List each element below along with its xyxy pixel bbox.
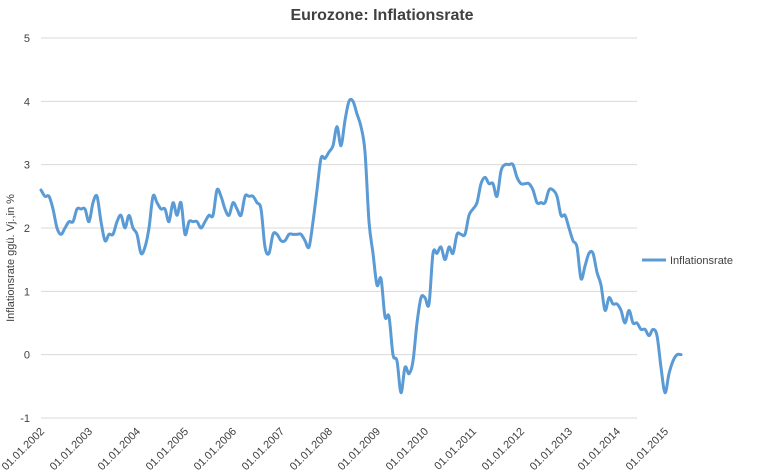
x-tick-label: 01.01.2008 bbox=[288, 426, 335, 473]
x-axis-tick-labels: 01.01.2002 01.01.2003 01.01.2004 01.01.2005… bbox=[0, 426, 671, 473]
legend: Inflationsrate bbox=[642, 255, 733, 267]
y-tick-label: 4 bbox=[24, 96, 30, 108]
x-tick-label: 01.01.2010 bbox=[384, 426, 431, 473]
x-tick-label: 01.01.2012 bbox=[480, 426, 527, 473]
series-group bbox=[39, 97, 683, 395]
x-tick-label: 01.01.2005 bbox=[144, 426, 191, 473]
y-tick-label: 2 bbox=[24, 223, 30, 235]
x-tick-label: 01.01.2003 bbox=[48, 426, 95, 473]
y-tick-label: 1 bbox=[24, 286, 30, 298]
y-tick-label: 3 bbox=[24, 160, 30, 172]
x-tick-label: 01.01.2011 bbox=[432, 426, 479, 473]
x-tick-label: 01.01.2002 bbox=[0, 426, 47, 473]
x-tick-label: 01.01.2004 bbox=[96, 426, 143, 473]
x-tick-label: 01.01.2014 bbox=[576, 426, 623, 473]
y-tick-label: 5 bbox=[24, 33, 30, 45]
y-axis-label: Inflationsrate ggü. Vj.,in % bbox=[5, 194, 17, 322]
series-line bbox=[39, 97, 683, 395]
x-tick-label: 01.01.2009 bbox=[336, 426, 383, 473]
x-tick-label: 01.01.2015 bbox=[624, 426, 671, 473]
y-tick-label: -1 bbox=[20, 413, 30, 425]
x-tick-label: 01.01.2006 bbox=[192, 426, 239, 473]
chart-title: Eurozone: Inflationsrate bbox=[290, 7, 473, 24]
y-tick-label: 0 bbox=[24, 350, 30, 362]
y-axis-tick-labels: -1 0 1 2 3 4 5 bbox=[20, 33, 30, 425]
x-tick-label: 01.01.2007 bbox=[240, 426, 287, 473]
legend-entry-label: Inflationsrate bbox=[670, 255, 733, 267]
gridlines bbox=[41, 37, 637, 419]
x-tick-label: 01.01.2013 bbox=[528, 426, 575, 473]
